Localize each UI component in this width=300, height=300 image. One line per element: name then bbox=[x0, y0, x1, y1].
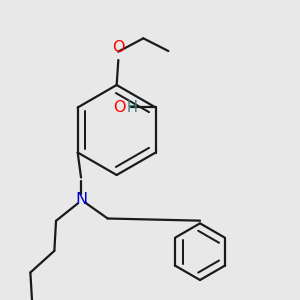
Text: O: O bbox=[112, 40, 124, 55]
Text: N: N bbox=[75, 192, 87, 207]
Text: H: H bbox=[126, 100, 137, 115]
Text: O: O bbox=[113, 100, 126, 115]
